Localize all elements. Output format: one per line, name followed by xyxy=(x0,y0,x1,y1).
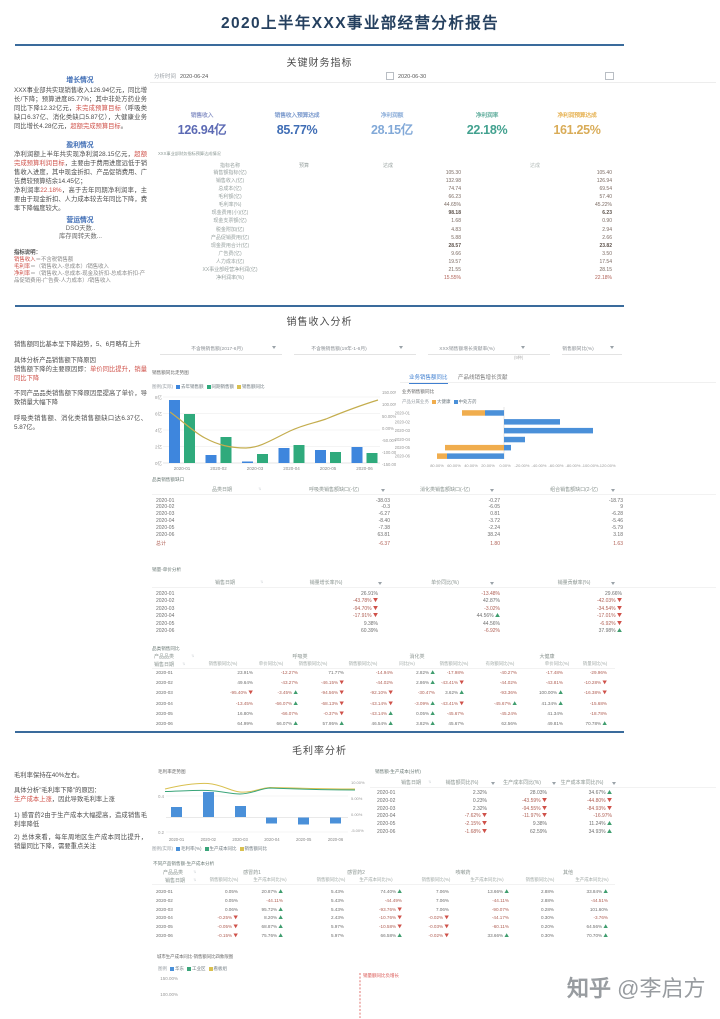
svg-text:2020-01: 2020-01 xyxy=(174,466,191,472)
svg-text:2020-03: 2020-03 xyxy=(232,837,248,843)
svg-text:2020-04: 2020-04 xyxy=(264,837,280,843)
svg-text:-20.00%: -20.00% xyxy=(515,463,530,469)
svg-text:-5.00%: -5.00% xyxy=(351,828,364,834)
svg-text:-150.00%: -150.00% xyxy=(382,462,396,468)
svg-text:80.00%: 80.00% xyxy=(430,463,444,469)
svg-text:-80.00%: -80.00% xyxy=(566,463,581,469)
svg-text:2020-05: 2020-05 xyxy=(296,837,312,843)
svg-text:60.00%: 60.00% xyxy=(447,463,461,469)
svg-text:2020-06: 2020-06 xyxy=(395,454,411,460)
svg-text:-100.00%: -100.00% xyxy=(382,450,396,456)
svg-text:2020-04: 2020-04 xyxy=(283,466,300,472)
svg-text:20.00%: 20.00% xyxy=(481,463,495,469)
svg-text:2020-05: 2020-05 xyxy=(320,466,337,472)
svg-text:40.00%: 40.00% xyxy=(464,463,478,469)
svg-text:-100.00%: -100.00% xyxy=(581,463,599,469)
svg-text:0.00%: 0.00% xyxy=(382,426,394,432)
svg-text:2020-06: 2020-06 xyxy=(328,837,344,843)
svg-text:50.00%: 50.00% xyxy=(382,414,396,420)
svg-text:2020-04: 2020-04 xyxy=(395,437,411,443)
svg-text:2020-01: 2020-01 xyxy=(395,411,411,417)
svg-text:2020-02: 2020-02 xyxy=(395,419,411,425)
svg-text:100.00%: 100.00% xyxy=(382,402,396,408)
svg-text:2020-06: 2020-06 xyxy=(356,466,373,472)
svg-text:2020-03: 2020-03 xyxy=(247,466,264,472)
svg-text:2020-05: 2020-05 xyxy=(395,445,411,451)
svg-text:150.00%: 150.00% xyxy=(382,390,396,396)
svg-text:2020-01: 2020-01 xyxy=(169,837,185,843)
svg-text:2020-03: 2020-03 xyxy=(395,428,411,434)
svg-text:2亿: 2亿 xyxy=(155,444,163,451)
svg-text:2020-02: 2020-02 xyxy=(201,837,217,843)
svg-text:10.00%: 10.00% xyxy=(351,780,365,786)
svg-text:6亿: 6亿 xyxy=(155,411,163,418)
svg-text:-60.00%: -60.00% xyxy=(549,463,564,469)
svg-text:-120.00%: -120.00% xyxy=(598,463,616,469)
svg-text:0.00%: 0.00% xyxy=(351,812,363,818)
svg-text:4亿: 4亿 xyxy=(155,427,163,434)
svg-text:2020-02: 2020-02 xyxy=(210,466,227,472)
svg-text:0.00%: 0.00% xyxy=(499,463,511,469)
svg-text:8亿: 8亿 xyxy=(155,394,163,401)
svg-text:0亿: 0亿 xyxy=(155,460,163,467)
svg-text:5.00%: 5.00% xyxy=(351,796,363,802)
svg-text:-50.00%: -50.00% xyxy=(382,438,396,444)
svg-text:-40.00%: -40.00% xyxy=(532,463,547,469)
svg-text:0.2: 0.2 xyxy=(158,830,164,836)
svg-text:0.4: 0.4 xyxy=(158,794,164,800)
